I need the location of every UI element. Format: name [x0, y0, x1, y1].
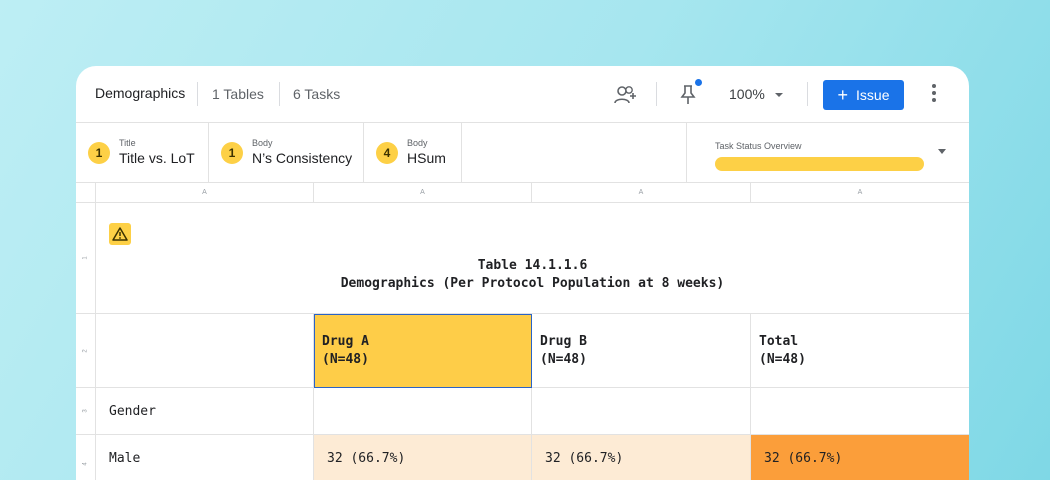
divider	[686, 123, 687, 182]
row-label-male[interactable]: Male	[96, 435, 314, 480]
column-header[interactable]: A	[96, 183, 314, 202]
pin-icon[interactable]	[677, 83, 699, 107]
task-category: Title	[119, 138, 136, 148]
table-title-cell[interactable]: Table 14.1.1.6 Demographics (Per Protoco…	[96, 203, 969, 314]
task-name: HSum	[407, 150, 446, 166]
task-count-badge: 4	[376, 142, 398, 164]
spreadsheet-grid: Table 14.1.1.6 Demographics (Per Protoco…	[96, 203, 969, 480]
row-headers: 1 2 3 4	[76, 203, 96, 480]
header-cell-drug-a[interactable]: Drug A (N=48)	[314, 314, 532, 388]
corner-cell[interactable]	[76, 183, 96, 202]
task-status-label: Task Status Overview	[715, 141, 802, 151]
row-header[interactable]: 3	[76, 388, 95, 435]
zoom-select[interactable]: 100%	[729, 86, 783, 102]
chevron-down-icon	[774, 93, 783, 98]
value-cell[interactable]: 32 (66.7%)	[532, 435, 751, 480]
person-add-icon[interactable]	[612, 82, 640, 108]
toolbar: Demographics 1 Tables 6 Tasks	[76, 66, 969, 123]
task-count-badge: 1	[88, 142, 110, 164]
empty-cell[interactable]	[96, 314, 314, 388]
notification-dot	[695, 79, 702, 86]
row-header[interactable]: 1	[76, 203, 95, 314]
tables-count[interactable]: 1 Tables	[212, 86, 264, 102]
warning-icon[interactable]	[109, 223, 131, 245]
value-cell[interactable]: 32 (66.7%)	[314, 435, 532, 480]
app-window: Demographics 1 Tables 6 Tasks	[76, 66, 969, 480]
header-n: (N=48)	[322, 352, 369, 367]
column-header[interactable]: A	[532, 183, 751, 202]
header-n: (N=48)	[759, 352, 806, 367]
header-n: (N=48)	[540, 352, 587, 367]
plus-icon: +	[837, 85, 849, 105]
row-label-gender[interactable]: Gender	[96, 388, 314, 435]
empty-cell[interactable]	[532, 388, 751, 435]
more-vert-icon[interactable]	[928, 84, 940, 106]
zoom-value: 100%	[729, 86, 765, 102]
document-title[interactable]: Demographics	[95, 85, 186, 101]
header-cell-total[interactable]: Total (N=48)	[751, 314, 969, 388]
table-number: Table 14.1.1.6	[477, 258, 588, 273]
header-cell-drug-b[interactable]: Drug B (N=48)	[532, 314, 751, 388]
value-cell[interactable]: 32 (66.7%)	[751, 435, 969, 480]
divider	[279, 82, 280, 106]
task-name: N’s Consistency	[252, 150, 353, 166]
empty-cell[interactable]	[751, 388, 969, 435]
row-header[interactable]: 2	[76, 314, 95, 388]
task-name: Title vs. LoT	[119, 150, 195, 166]
column-headers: A A A A	[76, 183, 969, 203]
task-bar: 1 Title Title vs. LoT 1 Body N’s Consist…	[76, 123, 969, 183]
divider	[807, 82, 808, 106]
task-item-hsum[interactable]: 4 Body HSum	[364, 123, 462, 182]
task-count-badge: 1	[221, 142, 243, 164]
empty-cell[interactable]	[314, 388, 532, 435]
row-header[interactable]: 4	[82, 462, 89, 466]
table-title: Table 14.1.1.6 Demographics (Per Protoco…	[96, 257, 969, 293]
task-category: Body	[407, 138, 428, 148]
table-subtitle: Demographics (Per Protocol Population at…	[340, 276, 725, 291]
task-category: Body	[252, 138, 273, 148]
header-name: Drug A	[322, 334, 369, 349]
task-item-title-vs-lot[interactable]: 1 Title Title vs. LoT	[76, 123, 209, 182]
task-item-ns-consistency[interactable]: 1 Body N’s Consistency	[209, 123, 364, 182]
column-header[interactable]: A	[314, 183, 532, 202]
add-issue-button[interactable]: + Issue	[823, 80, 904, 110]
header-name: Total	[759, 334, 799, 349]
chevron-down-icon[interactable]	[938, 149, 946, 154]
task-status-bar[interactable]	[715, 157, 924, 171]
column-header[interactable]: A	[857, 189, 863, 196]
divider	[656, 82, 657, 106]
header-name: Drug B	[540, 334, 587, 349]
issue-button-label: Issue	[856, 87, 890, 103]
tasks-count[interactable]: 6 Tasks	[293, 86, 341, 102]
divider	[197, 82, 198, 106]
